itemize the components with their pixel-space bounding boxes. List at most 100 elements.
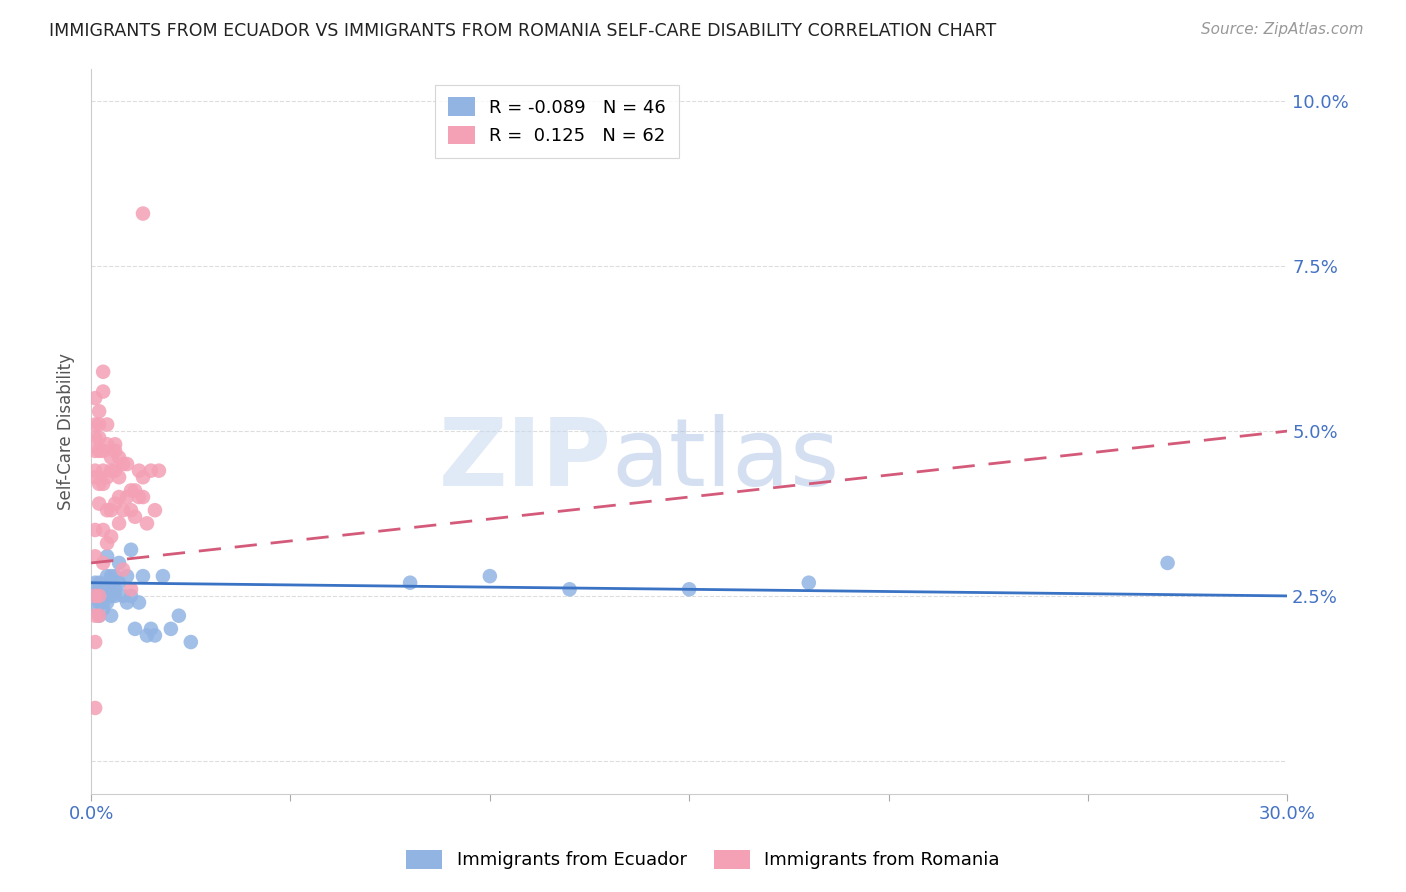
Point xyxy=(115,457,138,471)
Point xyxy=(104,497,127,511)
Point xyxy=(91,365,114,379)
Point xyxy=(112,589,135,603)
Legend: Immigrants from Ecuador, Immigrants from Romania: Immigrants from Ecuador, Immigrants from… xyxy=(396,841,1010,879)
Point xyxy=(120,483,142,498)
Text: ZIP: ZIP xyxy=(439,414,612,506)
Point xyxy=(91,443,114,458)
Point xyxy=(143,503,166,517)
Point xyxy=(84,470,107,484)
Point xyxy=(89,417,111,432)
Point xyxy=(132,490,155,504)
Point xyxy=(84,608,107,623)
Point xyxy=(148,464,170,478)
Point xyxy=(91,602,114,616)
Point xyxy=(132,206,155,220)
Point xyxy=(84,443,107,458)
Point xyxy=(89,476,111,491)
Point xyxy=(89,608,111,623)
Point xyxy=(84,417,107,432)
Text: Source: ZipAtlas.com: Source: ZipAtlas.com xyxy=(1201,22,1364,37)
Point xyxy=(115,569,138,583)
Point xyxy=(112,562,135,576)
Point xyxy=(89,431,111,445)
Point xyxy=(160,622,183,636)
Point xyxy=(797,575,820,590)
Point xyxy=(84,635,107,649)
Point xyxy=(104,443,127,458)
Point xyxy=(100,569,122,583)
Point xyxy=(399,575,422,590)
Point xyxy=(84,431,107,445)
Point xyxy=(1156,556,1178,570)
Point xyxy=(104,437,127,451)
Point xyxy=(136,516,159,531)
Point xyxy=(124,622,146,636)
Point xyxy=(558,582,581,597)
Point xyxy=(104,569,127,583)
Y-axis label: Self-Care Disability: Self-Care Disability xyxy=(58,352,75,509)
Legend: R = -0.089   N = 46, R =  0.125   N = 62: R = -0.089 N = 46, R = 0.125 N = 62 xyxy=(434,85,679,158)
Point xyxy=(91,589,114,603)
Point xyxy=(91,595,114,609)
Point xyxy=(120,589,142,603)
Point xyxy=(100,575,122,590)
Point xyxy=(124,483,146,498)
Point xyxy=(132,569,155,583)
Point xyxy=(100,530,122,544)
Point xyxy=(84,464,107,478)
Point xyxy=(84,589,107,603)
Point xyxy=(96,503,118,517)
Point xyxy=(115,595,138,609)
Point xyxy=(84,391,107,405)
Point xyxy=(128,464,150,478)
Point xyxy=(84,602,107,616)
Point xyxy=(100,464,122,478)
Text: IMMIGRANTS FROM ECUADOR VS IMMIGRANTS FROM ROMANIA SELF-CARE DISABILITY CORRELAT: IMMIGRANTS FROM ECUADOR VS IMMIGRANTS FR… xyxy=(49,22,997,40)
Point xyxy=(91,556,114,570)
Point xyxy=(152,569,174,583)
Point xyxy=(91,464,114,478)
Point xyxy=(128,595,150,609)
Point xyxy=(139,622,162,636)
Point xyxy=(124,509,146,524)
Point xyxy=(120,542,142,557)
Point xyxy=(89,443,111,458)
Point xyxy=(96,417,118,432)
Point xyxy=(108,490,131,504)
Point xyxy=(84,589,107,603)
Point xyxy=(84,575,107,590)
Point xyxy=(108,470,131,484)
Point xyxy=(167,608,190,623)
Point xyxy=(478,569,501,583)
Point xyxy=(89,582,111,597)
Point xyxy=(84,701,107,715)
Point xyxy=(89,575,111,590)
Point xyxy=(180,635,202,649)
Point xyxy=(108,516,131,531)
Point xyxy=(100,503,122,517)
Point xyxy=(128,490,150,504)
Point xyxy=(96,437,118,451)
Point xyxy=(678,582,700,597)
Point xyxy=(89,595,111,609)
Point xyxy=(91,476,114,491)
Point xyxy=(100,450,122,465)
Point xyxy=(96,549,118,564)
Point xyxy=(84,523,107,537)
Point xyxy=(120,503,142,517)
Point xyxy=(84,549,107,564)
Point xyxy=(112,503,135,517)
Point xyxy=(100,589,122,603)
Point xyxy=(104,589,127,603)
Point xyxy=(120,582,142,597)
Point xyxy=(91,384,114,399)
Point xyxy=(108,575,131,590)
Point xyxy=(96,582,118,597)
Point xyxy=(91,582,114,597)
Point xyxy=(104,464,127,478)
Point xyxy=(96,569,118,583)
Point xyxy=(143,628,166,642)
Point xyxy=(104,582,127,597)
Point xyxy=(112,457,135,471)
Point xyxy=(89,589,111,603)
